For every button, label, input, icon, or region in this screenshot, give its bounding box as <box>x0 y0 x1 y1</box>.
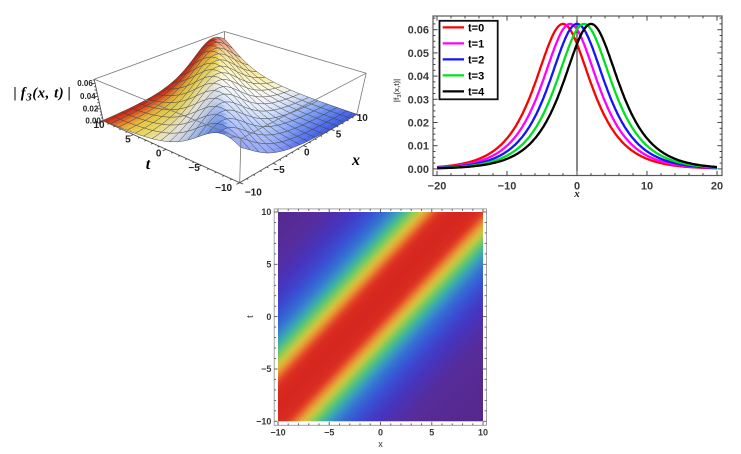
svg-text:t=2: t=2 <box>468 54 484 66</box>
svg-text:t=1: t=1 <box>468 38 484 50</box>
svg-text:0.02: 0.02 <box>408 118 429 130</box>
svg-text:0.05: 0.05 <box>408 48 429 60</box>
svg-text:t=4: t=4 <box>468 86 485 98</box>
svg-text:5: 5 <box>336 130 342 141</box>
svg-text:−10: −10 <box>245 188 262 199</box>
svg-text:−10: −10 <box>256 417 271 427</box>
svg-text:10: 10 <box>93 120 105 131</box>
svg-text:−10: −10 <box>215 183 232 194</box>
svg-text:−5: −5 <box>188 163 200 174</box>
svg-text:10: 10 <box>478 427 488 437</box>
svg-text:0: 0 <box>304 147 310 158</box>
svg-text:10: 10 <box>261 207 271 217</box>
svg-text:5: 5 <box>125 134 131 145</box>
svg-text:20: 20 <box>711 181 723 193</box>
svg-text:x: x <box>573 188 580 200</box>
svg-text:0.03: 0.03 <box>408 94 429 106</box>
svg-text:5: 5 <box>429 427 434 437</box>
svg-text:t: t <box>146 156 151 173</box>
svg-text:0.02: 0.02 <box>83 105 99 114</box>
svg-text:| f3(x, t) |: | f3(x, t) | <box>14 86 72 104</box>
svg-text:t: t <box>245 315 255 318</box>
svg-text:0: 0 <box>574 181 580 193</box>
svg-text:−5: −5 <box>273 165 285 176</box>
svg-text:10: 10 <box>357 113 369 124</box>
svg-text:t=3: t=3 <box>468 70 484 82</box>
svg-text:0.04: 0.04 <box>408 71 430 83</box>
svg-text:0.06: 0.06 <box>408 25 429 37</box>
svg-text:x: x <box>378 439 383 449</box>
svg-text:−10: −10 <box>498 181 517 193</box>
svg-text:−5: −5 <box>324 427 334 437</box>
svg-text:0.04: 0.04 <box>80 92 96 101</box>
svg-text:0.00: 0.00 <box>408 164 429 176</box>
svg-text:|f3(x,t)|: |f3(x,t)| <box>392 79 403 103</box>
svg-text:0: 0 <box>266 312 271 322</box>
svg-text:0.00: 0.00 <box>85 117 101 126</box>
svg-text:−5: −5 <box>261 364 271 374</box>
svg-text:0: 0 <box>156 148 162 159</box>
svg-text:5: 5 <box>266 260 271 270</box>
svg-text:−20: −20 <box>428 181 447 193</box>
svg-text:0.06: 0.06 <box>77 79 93 88</box>
svg-text:0: 0 <box>378 427 383 437</box>
svg-text:−10: −10 <box>270 427 285 437</box>
svg-text:x: x <box>351 152 360 169</box>
svg-text:t=0: t=0 <box>468 22 484 34</box>
svg-text:10: 10 <box>641 181 653 193</box>
svg-text:0.01: 0.01 <box>408 141 429 153</box>
